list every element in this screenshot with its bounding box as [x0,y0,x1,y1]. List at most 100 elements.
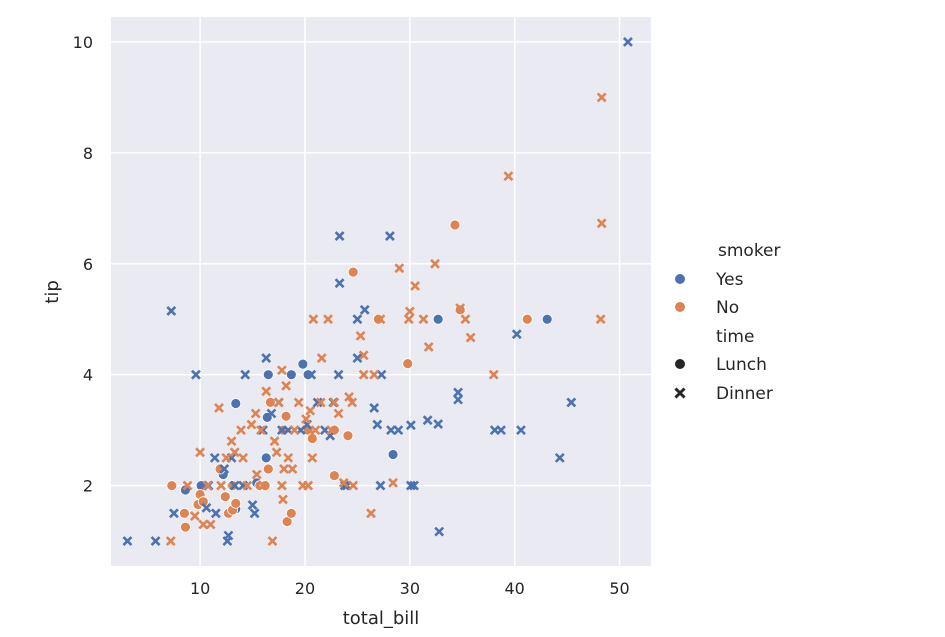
data-point [262,463,274,475]
data-point [198,519,209,530]
data-point [566,397,577,408]
data-point [338,477,349,488]
data-point [449,219,461,231]
data-point [180,521,191,533]
data-point [276,365,287,376]
legend-yes-label: Yes [715,270,744,290]
data-point [355,330,366,341]
legend-no-label: No [716,298,739,318]
data-point [214,403,224,413]
data-point [227,480,239,491]
y-tick-label: 6 [83,255,93,274]
data-point [384,231,395,241]
data-point [258,480,268,491]
x-tick-label: 10 [190,579,210,598]
data-point [521,313,533,325]
data-point [460,314,471,325]
data-point [358,369,369,380]
data-point [541,313,553,325]
legend-no-marker [675,302,685,312]
data-point [216,480,227,491]
data-point [308,314,319,325]
data-point [386,425,396,436]
data-point [249,508,260,519]
data-point [191,369,201,380]
data-point [150,536,161,546]
data-point [229,447,240,458]
data-point [197,496,209,508]
plot-background [111,17,651,566]
data-point [166,305,177,316]
data-point [404,306,415,317]
data-point [307,452,318,463]
data-point [230,398,242,409]
data-point [394,263,405,274]
data-point [596,92,607,103]
data-point [226,436,237,447]
data-point [256,425,266,436]
data-point [278,494,288,505]
legend-style-title: time [716,327,754,347]
data-point [281,380,292,391]
x-tick-label: 40 [505,579,525,598]
data-point [236,425,246,436]
data-point [375,480,386,491]
data-point [369,403,380,413]
data-point [403,314,414,325]
data-point [434,526,445,537]
tick-labels: 10 20 30 40 50 2 4 6 8 10 [73,33,630,598]
data-point [210,508,221,519]
data-point [122,536,133,546]
data-point [269,436,280,447]
data-point [405,420,416,431]
x-axis-label: total_bill [343,608,420,629]
data-point [229,480,240,491]
data-point [303,480,314,491]
legend-lunch-label: Lunch [716,355,767,375]
data-point [393,425,404,436]
data-point [432,313,444,325]
data-point [202,480,213,491]
data-point [516,425,526,436]
data-point [402,358,414,369]
data-point [315,397,326,408]
data-point [453,387,463,398]
data-point [260,452,272,464]
x-tick-label: 30 [400,579,420,598]
data-point [623,37,633,47]
data-point [326,425,337,436]
data-point [323,314,333,325]
data-point [293,397,304,408]
data-point [289,425,300,436]
data-point [334,231,345,241]
data-point [333,369,344,380]
data-point [240,369,251,380]
data-point [352,353,363,363]
data-point [496,425,506,436]
data-point [342,430,354,442]
data-point [280,410,292,422]
data-point [305,405,316,416]
data-point [195,447,206,458]
y-tick-label: 2 [83,477,93,496]
data-point [276,480,287,491]
data-point [223,530,234,541]
data-point [219,464,230,474]
legend-hue-title: smoker [718,241,781,261]
data-point [312,397,323,408]
data-point [302,369,314,381]
data-point [261,353,272,363]
data-point [283,452,294,463]
data-point [271,447,282,458]
data-point [267,536,278,546]
data-point [230,497,242,509]
data-point [388,477,398,488]
data-point [369,369,380,380]
data-point [430,258,440,269]
legend: smoker Yes No time Lunch Dinner [674,241,781,404]
data-point [259,480,271,491]
data-point [168,508,179,519]
data-point [219,491,231,503]
data-point [310,425,321,436]
y-tick-label: 4 [83,366,93,385]
